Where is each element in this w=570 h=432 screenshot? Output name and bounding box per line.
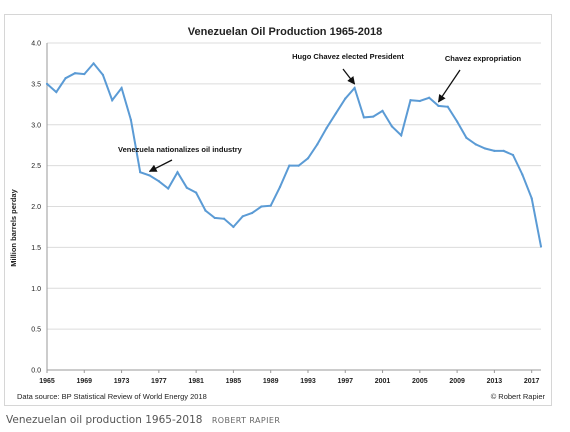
annotation-arrow: [148, 159, 173, 173]
data-point: [45, 82, 49, 85]
data-points: [45, 62, 543, 248]
grid: [47, 42, 541, 371]
y-tick-label: 4.0: [31, 41, 41, 48]
data-point: [204, 209, 207, 212]
y-tick-label: 3.5: [31, 81, 41, 88]
x-tick-label: 1977: [151, 378, 167, 385]
data-point: [400, 134, 403, 137]
annotation-label: Chavez expropriation: [445, 54, 522, 63]
annotation-arrow: [437, 69, 461, 103]
data-point: [372, 115, 375, 118]
data-point: [306, 157, 310, 160]
data-point: [55, 90, 58, 94]
x-tick-label: 2001: [375, 378, 391, 385]
data-point: [167, 187, 170, 190]
data-point: [493, 149, 496, 153]
data-point: [521, 173, 524, 176]
annotations: Venezuela nationalizes oil industry Hugo …: [118, 52, 522, 173]
data-point: [483, 147, 487, 150]
x-tick-label: 2005: [412, 378, 428, 385]
data-point: [120, 86, 123, 90]
line-chart: 0.0 0.5 1.0 1.5 2.0 2.5 3.0 3.5 4.0 1965 1969 1973…: [9, 26, 546, 401]
data-point: [456, 120, 459, 123]
data-point: [288, 164, 291, 167]
x-tick-label: 1981: [188, 378, 204, 385]
data-point: [381, 109, 384, 112]
annotation-label: Hugo Chavez elected President: [292, 52, 404, 61]
caption-text: Venezuelan oil production 1965-2018: [6, 414, 203, 426]
data-point: [250, 211, 254, 215]
data-point: [446, 105, 449, 108]
image-caption: Venezuelan oil production 1965-2018 ROBE…: [6, 414, 280, 426]
x-tick-label: 1985: [226, 378, 242, 385]
data-point: [232, 225, 235, 229]
data-point: [64, 77, 67, 80]
annotation-label: Venezuela nationalizes oil industry: [118, 145, 243, 154]
data-point: [474, 143, 477, 146]
data-point: [297, 164, 300, 167]
data-point: [157, 180, 160, 183]
production-line: [46, 61, 542, 247]
data-point: [409, 99, 412, 102]
y-tick-label: 0.5: [31, 327, 41, 334]
caption-credit: ROBERT RAPIER: [211, 416, 281, 425]
data-source-note: Data source: BP Statistical Review of Wo…: [17, 392, 207, 401]
data-point: [213, 216, 216, 220]
data-point: [278, 185, 282, 188]
data-point: [418, 99, 421, 103]
data-point: [260, 205, 263, 208]
data-point: [465, 136, 468, 139]
annotation-arrow: [342, 68, 356, 85]
y-tick-label: 1.5: [31, 245, 41, 252]
y-axis-label: Million barrels perday: [9, 188, 18, 266]
data-point: [111, 99, 114, 102]
data-point: [353, 86, 356, 90]
copyright-note: © Robert Rapier: [491, 392, 546, 401]
chart-container: 0.0 0.5 1.0 1.5 2.0 2.5 3.0 3.5 4.0 1965 1969 1973…: [4, 14, 552, 406]
x-tick-label: 1973: [114, 378, 130, 385]
data-point: [362, 116, 366, 119]
data-point: [539, 245, 543, 248]
data-point: [241, 215, 244, 218]
x-tick-label: 1965: [39, 378, 55, 385]
x-tick-label: 2009: [449, 378, 465, 385]
y-tick-labels: 0.0 0.5 1.0 1.5 2.0 2.5 3.0 3.5 4.0: [31, 41, 41, 375]
y-tick-label: 2.0: [31, 204, 41, 211]
y-tick-label: 1.0: [31, 286, 41, 293]
data-point: [101, 73, 105, 76]
data-point: [139, 171, 142, 174]
x-tick-label: 2013: [487, 378, 503, 385]
data-point: [269, 204, 272, 207]
x-tick-labels: 1965 1969 1973 1977 1981 1985 1989 1993 1997 2001…: [39, 370, 540, 385]
data-point: [334, 112, 338, 115]
data-point: [92, 62, 95, 65]
data-point: [129, 118, 132, 121]
data-point: [185, 186, 188, 189]
data-point: [344, 97, 347, 100]
y-tick-label: 2.5: [31, 163, 41, 170]
x-tick-label: 1969: [76, 378, 92, 385]
x-tick-label: 1997: [337, 378, 353, 385]
data-point: [428, 96, 431, 99]
data-point: [530, 197, 533, 200]
data-point: [83, 72, 86, 76]
data-point: [316, 143, 319, 146]
x-tick-label: 2017: [524, 378, 540, 385]
y-tick-label: 3.0: [31, 122, 41, 129]
y-tick-label: 0.0: [31, 368, 41, 375]
data-point: [148, 174, 151, 177]
chart-title: Venezuelan Oil Production 1965-2018: [188, 26, 382, 38]
data-point: [325, 126, 328, 130]
data-point: [437, 104, 440, 108]
data-point: [73, 72, 77, 75]
data-point: [222, 217, 226, 220]
data-point: [511, 153, 515, 157]
data-point: [195, 191, 198, 194]
x-tick-label: 1989: [263, 378, 279, 385]
data-point: [502, 149, 505, 153]
x-tick-label: 1993: [300, 378, 316, 385]
data-point: [176, 171, 179, 174]
data-point: [390, 125, 393, 128]
